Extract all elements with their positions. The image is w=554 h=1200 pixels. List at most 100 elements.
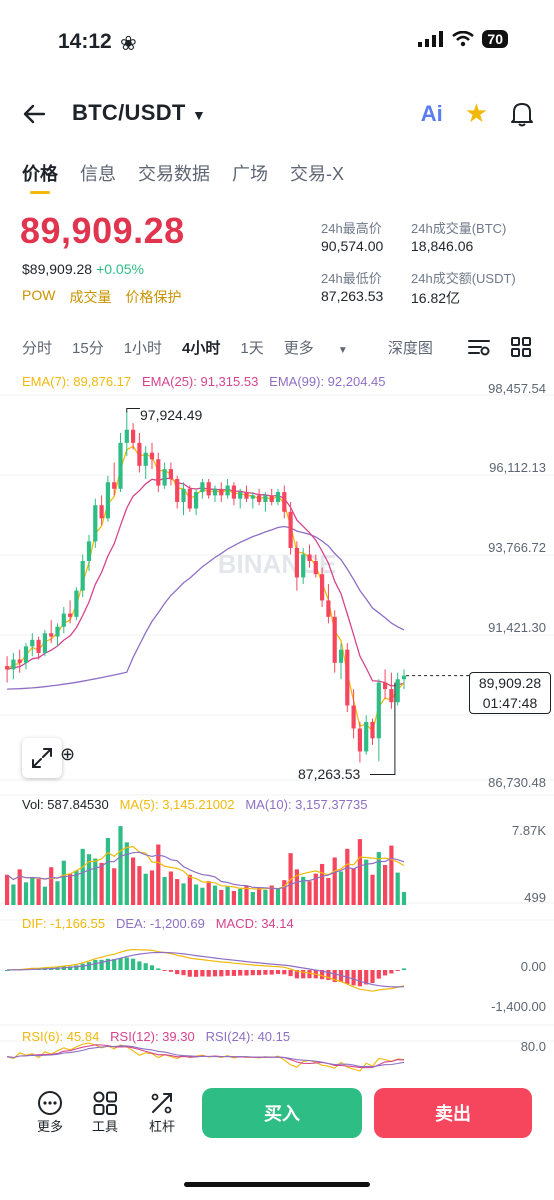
macd-bar <box>149 965 155 970</box>
candle-countdown: 01:47:48 <box>482 695 538 711</box>
tab-trading-data[interactable]: 交易数据 <box>138 164 210 184</box>
volume-bar <box>5 874 10 905</box>
vol-label: Vol: 587.84530 <box>22 797 109 812</box>
tab-square[interactable]: 广场 <box>232 164 268 184</box>
volume-bar <box>370 874 375 905</box>
expand-icon <box>32 748 52 768</box>
tf-15m[interactable]: 15分 <box>72 340 104 357</box>
more-label: 更多 <box>36 1119 63 1134</box>
volume-bar <box>194 884 199 905</box>
tf-timeline[interactable]: 分时 <box>22 340 53 357</box>
candle-body <box>181 488 186 502</box>
macd-bar <box>269 970 274 975</box>
main-tabs: 价格 信息 交易数据 广场 交易-X <box>22 160 344 194</box>
candle-body <box>175 478 180 502</box>
layout-grid-icon[interactable] <box>511 337 531 357</box>
draw-tool-icon[interactable]: ⊕ <box>60 744 76 764</box>
macd-axis-bottom: -1,400.00 <box>491 999 546 1014</box>
macd-bar <box>282 970 287 975</box>
volume-bar <box>11 884 16 905</box>
candle-body <box>162 469 167 486</box>
ema25-path <box>6 477 405 687</box>
fullscreen-button[interactable] <box>22 738 62 778</box>
leverage-button[interactable]: 杠杆 <box>138 1090 186 1135</box>
volume-bar <box>80 848 85 905</box>
tab-trade-x[interactable]: 交易-X <box>290 164 344 184</box>
candle-body <box>288 511 293 548</box>
tag-volume[interactable]: 成交量 <box>69 289 112 305</box>
volume-bar <box>250 892 255 905</box>
macd-histogram <box>5 948 407 1072</box>
volume-bar <box>42 886 47 905</box>
indicator-settings-icon[interactable] <box>467 336 491 358</box>
tf-1d[interactable]: 1天 <box>240 340 264 357</box>
volume-bar <box>238 888 243 905</box>
candle-body <box>93 505 98 542</box>
bell-icon[interactable] <box>510 101 534 127</box>
macd-bar <box>124 957 129 970</box>
chart-grid <box>0 394 554 1042</box>
tag-price-protect[interactable]: 价格保护 <box>125 289 182 305</box>
volume-bar <box>162 876 167 905</box>
stat-vol-btc-value: 18,846.06 <box>411 238 474 254</box>
ai-assistant-icon[interactable]: Ai <box>420 100 443 126</box>
stat-high-label: 24h最高价 <box>321 221 382 236</box>
volume-bar <box>55 881 60 905</box>
macd-bar <box>238 970 243 976</box>
leverage-label: 杠杆 <box>148 1119 175 1134</box>
volume-bar <box>332 857 337 905</box>
candle-body <box>86 541 92 562</box>
candle-body <box>364 721 369 752</box>
volume-bar <box>86 854 92 905</box>
macd-bar <box>175 970 180 975</box>
candle-body <box>307 554 312 562</box>
candle-body <box>99 505 104 519</box>
ema25-line <box>6 477 405 687</box>
favorite-star-icon[interactable]: ★ <box>464 98 488 128</box>
buy-button[interactable]: 买入 <box>202 1088 362 1138</box>
tab-price[interactable]: 价格 <box>22 160 58 194</box>
current-price-tag[interactable]: 89,909.28 01:47:48 <box>469 672 551 714</box>
candle-body <box>238 492 243 499</box>
price-axis-3: 91,421.30 <box>488 620 546 635</box>
stat-vol-btc-label: 24h成交量(BTC) <box>411 221 507 236</box>
macd-bar <box>389 970 394 974</box>
macd-bar <box>99 959 104 970</box>
caret-down-icon: ▼ <box>192 107 207 123</box>
tag-pow[interactable]: POW <box>22 287 56 303</box>
tools-button[interactable]: 工具 <box>81 1090 129 1135</box>
sell-button[interactable]: 卖出 <box>374 1088 532 1138</box>
back-arrow-icon[interactable] <box>22 103 48 125</box>
macd-bar <box>320 970 325 980</box>
tf-more[interactable]: 更多 ▼ <box>284 337 368 358</box>
candle-body <box>149 452 155 460</box>
candle-body <box>219 488 224 496</box>
candle-body <box>231 485 236 499</box>
volume-bar <box>313 873 318 905</box>
more-button[interactable]: 更多 <box>26 1090 74 1135</box>
tab-info[interactable]: 信息 <box>80 164 116 184</box>
kline-chart[interactable]: BINANCE <box>0 365 554 1072</box>
volume-bar <box>219 889 224 905</box>
pair-selector[interactable]: BTC/USDT ▼ <box>72 100 206 126</box>
stat-high-value: 90,574.00 <box>321 238 384 254</box>
volume-bar <box>395 872 400 905</box>
volume-bar <box>187 874 192 905</box>
macd-bar <box>244 970 249 976</box>
stat-low-value: 87,263.53 <box>321 288 384 304</box>
battery-icon: 70 <box>482 30 508 48</box>
macd-bar <box>80 963 85 970</box>
macd-bar <box>105 958 110 970</box>
volume-bar <box>357 839 362 905</box>
status-time: 14:12 <box>58 30 112 53</box>
candle-body <box>206 482 211 496</box>
candle-body <box>383 682 388 690</box>
tf-4h[interactable]: 4小时 <box>182 340 221 357</box>
volume-bar <box>345 848 350 905</box>
volume-bar <box>124 842 129 905</box>
tf-1h[interactable]: 1小时 <box>123 340 163 357</box>
candle-body <box>194 492 199 509</box>
volume-ma-line <box>6 845 405 890</box>
volume-bar <box>143 873 148 905</box>
tf-depth[interactable]: 深度图 <box>387 340 432 357</box>
